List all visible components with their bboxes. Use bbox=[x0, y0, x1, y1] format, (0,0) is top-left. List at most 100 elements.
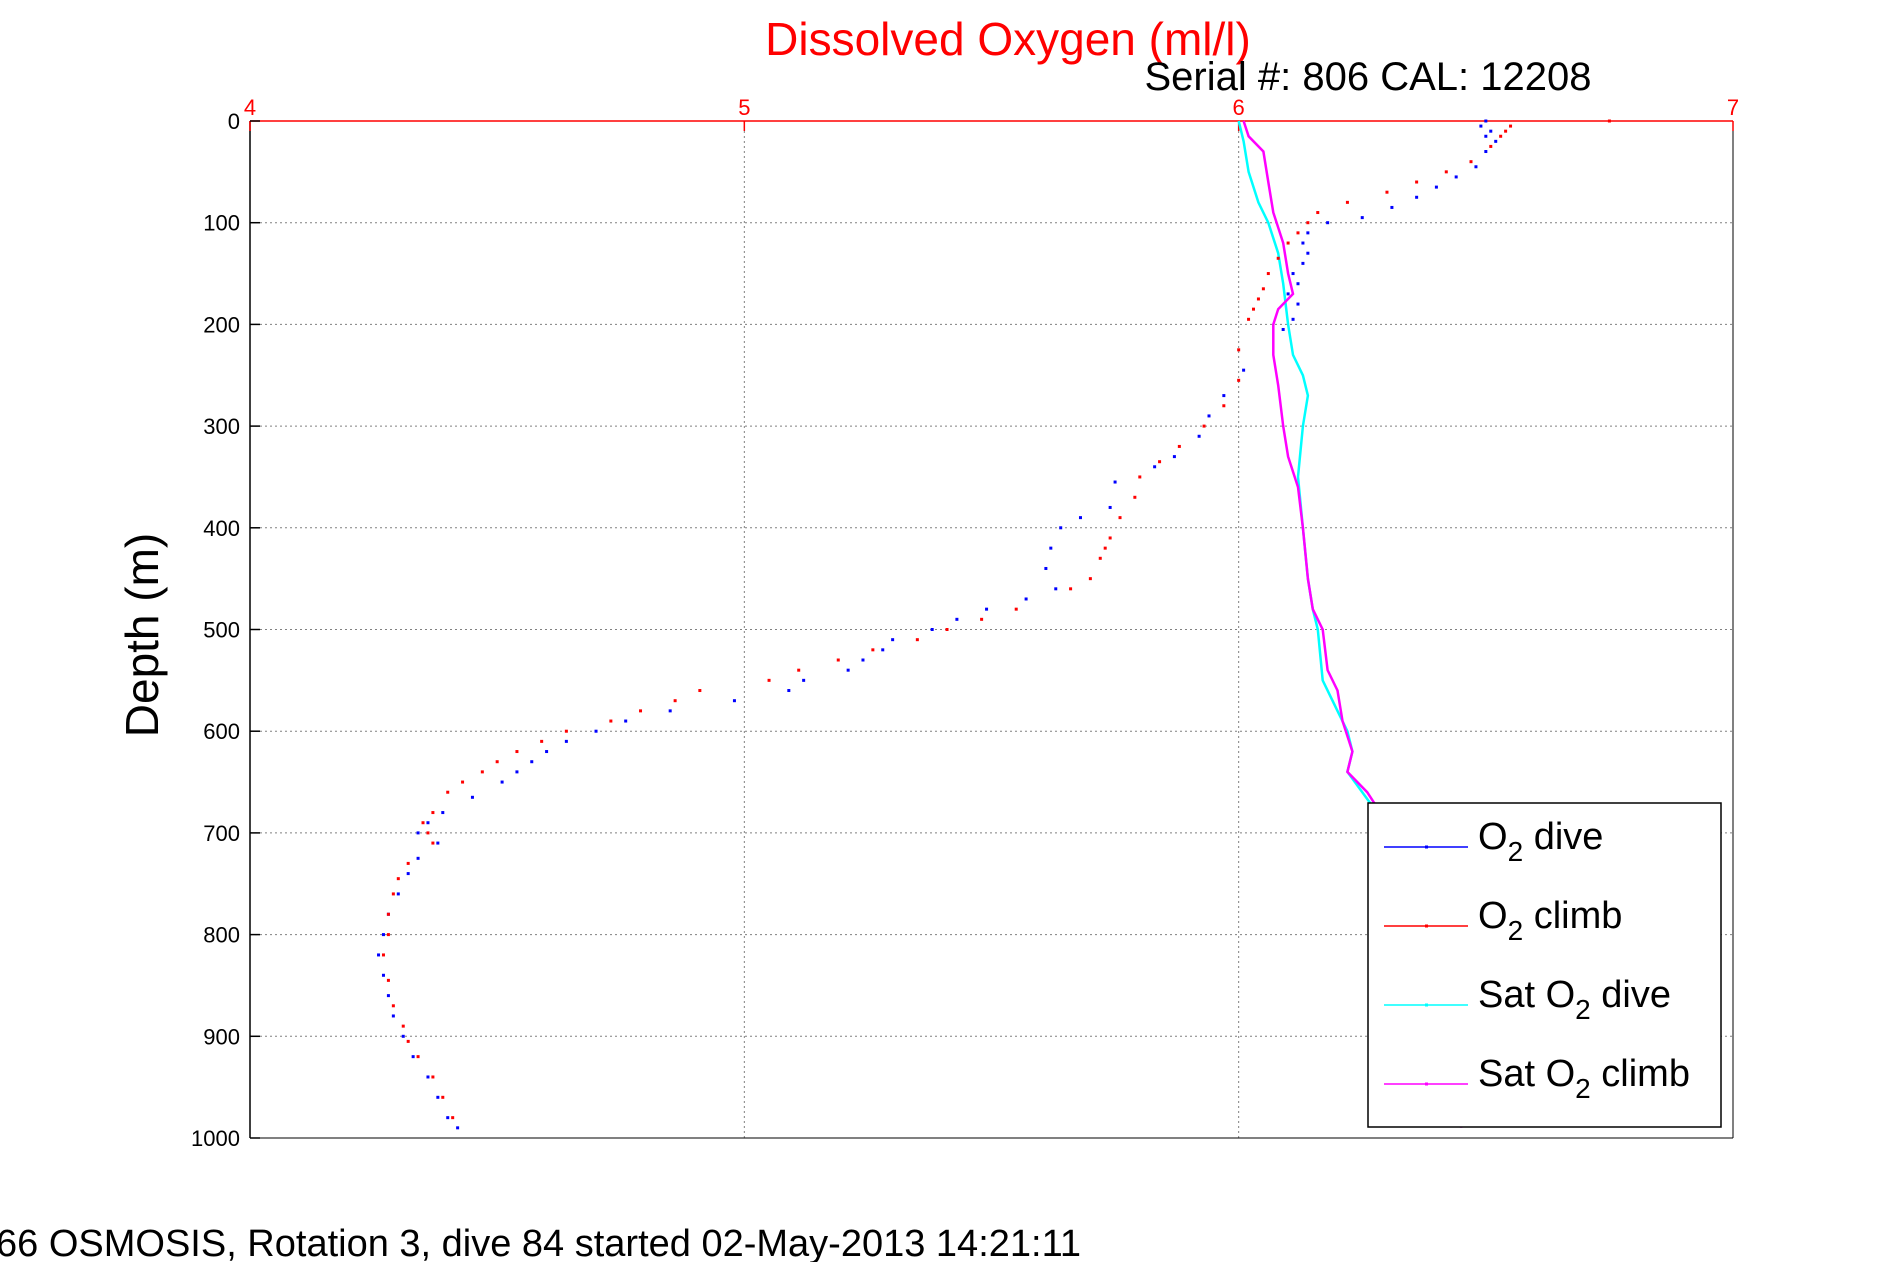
data-point-o2-dive bbox=[668, 709, 672, 713]
data-point-o2-dive bbox=[1474, 165, 1478, 169]
data-point-o2-climb bbox=[1237, 348, 1241, 352]
data-point-o2-dive bbox=[1108, 505, 1112, 509]
data-point-o2-dive bbox=[1306, 231, 1310, 235]
y-tick-label: 100 bbox=[203, 211, 240, 236]
data-point-o2-dive bbox=[1291, 317, 1295, 321]
data-point-o2-climb bbox=[1276, 256, 1280, 260]
y-tick-label: 600 bbox=[203, 719, 240, 744]
data-point-o2-climb bbox=[406, 1039, 410, 1043]
data-point-o2-dive bbox=[1286, 292, 1290, 296]
data-point-o2-dive bbox=[1078, 516, 1082, 520]
data-point-o2-climb bbox=[1385, 190, 1389, 194]
y-tick-label: 1000 bbox=[191, 1126, 240, 1151]
data-point-o2-climb bbox=[1607, 119, 1611, 123]
data-point-o2-dive bbox=[1113, 480, 1117, 484]
data-point-o2-dive bbox=[470, 795, 474, 799]
data-point-o2-climb bbox=[1261, 287, 1265, 291]
data-point-o2-dive bbox=[416, 831, 420, 835]
y-tick-label: 400 bbox=[203, 516, 240, 541]
legend-label-subscript: 2 bbox=[1575, 994, 1591, 1025]
data-point-o2-climb bbox=[1489, 144, 1493, 148]
data-point-o2-climb bbox=[1251, 307, 1255, 311]
legend-label-suffix: climb bbox=[1523, 895, 1622, 937]
data-point-o2-dive bbox=[891, 638, 895, 642]
data-point-o2-climb bbox=[945, 628, 949, 631]
data-point-o2-climb bbox=[1306, 221, 1310, 225]
data-point-o2-dive bbox=[732, 699, 736, 703]
data-point-o2-climb bbox=[1069, 587, 1073, 591]
chart-title: Dissolved Oxygen (ml/l) bbox=[765, 13, 1251, 65]
data-point-o2-climb bbox=[416, 1055, 420, 1059]
data-point-o2-climb bbox=[1237, 378, 1241, 382]
data-point-o2-climb bbox=[461, 780, 465, 784]
data-point-o2-dive bbox=[1054, 587, 1058, 591]
y-tick-label: 500 bbox=[203, 618, 240, 643]
data-point-o2-climb bbox=[1098, 556, 1102, 560]
data-point-o2-climb bbox=[421, 821, 425, 825]
data-point-o2-dive bbox=[377, 953, 381, 957]
data-point-o2-climb bbox=[515, 750, 519, 754]
data-point-o2-dive bbox=[1172, 455, 1176, 459]
legend-label-suffix: dive bbox=[1591, 974, 1671, 1016]
data-point-o2-climb bbox=[1202, 424, 1206, 428]
data-point-o2-dive bbox=[985, 607, 989, 611]
data-point-o2-dive bbox=[564, 739, 568, 743]
data-point-o2-dive bbox=[1489, 129, 1493, 133]
data-point-o2-dive bbox=[802, 678, 806, 682]
legend-label-suffix: climb bbox=[1591, 1053, 1690, 1095]
data-point-o2-dive bbox=[401, 1034, 405, 1038]
legend-label-subscript: 2 bbox=[1508, 836, 1524, 867]
data-point-o2-climb bbox=[431, 1075, 435, 1079]
legend-label-o2-dive: O2 dive bbox=[1478, 816, 1603, 867]
y-tick-label: 800 bbox=[203, 923, 240, 948]
x-tick-label: 7 bbox=[1727, 95, 1739, 120]
data-point-o2-climb bbox=[698, 689, 702, 693]
data-point-o2-dive bbox=[1296, 282, 1300, 286]
y-axis-label: Depth (m) bbox=[116, 533, 168, 737]
data-point-o2-dive bbox=[386, 994, 390, 998]
data-point-o2-climb bbox=[446, 790, 450, 794]
data-point-o2-climb bbox=[1499, 134, 1503, 138]
data-point-o2-climb bbox=[1108, 536, 1112, 540]
data-point-o2-dive bbox=[446, 1116, 450, 1120]
data-point-o2-climb bbox=[915, 638, 919, 642]
data-point-o2-climb bbox=[1014, 607, 1018, 611]
data-point-o2-dive bbox=[1479, 124, 1483, 128]
x-tick-label: 6 bbox=[1233, 95, 1245, 120]
x-tick-label: 4 bbox=[244, 95, 256, 120]
legend-label-text: O bbox=[1478, 816, 1508, 858]
legend-label-text: Sat O bbox=[1478, 974, 1575, 1016]
data-point-o2-dive bbox=[881, 648, 885, 652]
legend-marker-sat-o2-dive bbox=[1425, 1003, 1428, 1007]
data-point-o2-climb bbox=[1177, 444, 1181, 448]
data-point-o2-dive bbox=[396, 892, 400, 896]
legend-label-o2-climb: O2 climb bbox=[1478, 895, 1622, 946]
legend-label-suffix: dive bbox=[1523, 816, 1603, 858]
data-point-o2-dive bbox=[930, 628, 934, 631]
data-point-o2-climb bbox=[386, 933, 390, 937]
data-point-o2-climb bbox=[1316, 211, 1320, 215]
data-point-o2-dive bbox=[846, 668, 850, 672]
data-point-o2-dive bbox=[861, 658, 865, 662]
data-point-o2-dive bbox=[411, 1055, 415, 1059]
data-point-o2-climb bbox=[609, 719, 613, 723]
data-point-o2-dive bbox=[1484, 134, 1488, 138]
data-point-o2-climb bbox=[1444, 170, 1448, 174]
data-point-o2-dive bbox=[416, 856, 420, 860]
x-tick-label: 5 bbox=[738, 95, 750, 120]
legend-label-sat-o2-dive: Sat O2 dive bbox=[1478, 974, 1671, 1025]
data-point-o2-dive bbox=[426, 821, 430, 825]
data-point-o2-climb bbox=[1296, 231, 1300, 235]
data-point-o2-climb bbox=[1509, 124, 1513, 128]
data-point-o2-dive bbox=[1242, 368, 1246, 372]
data-point-o2-climb bbox=[673, 699, 677, 703]
data-point-o2-dive bbox=[456, 1126, 460, 1130]
data-point-o2-climb bbox=[386, 912, 390, 916]
data-point-o2-climb bbox=[767, 678, 771, 682]
data-point-o2-climb bbox=[540, 739, 544, 743]
y-tick-label: 900 bbox=[203, 1024, 240, 1049]
y-tick-label: 0 bbox=[228, 109, 240, 134]
data-point-o2-dive bbox=[500, 780, 504, 784]
y-tick-label: 700 bbox=[203, 821, 240, 846]
data-point-o2-dive bbox=[1494, 139, 1498, 143]
